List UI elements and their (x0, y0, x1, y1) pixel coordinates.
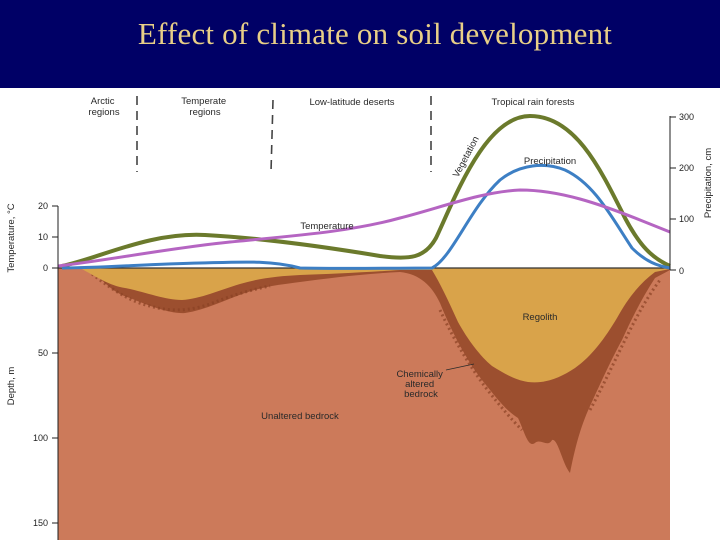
depth-axis: 50 100 150 Depth, m (6, 268, 59, 540)
region-label-arctic: Arctic regions (88, 96, 119, 118)
altered-bedrock-texture (91, 272, 662, 432)
precip-tick-0: 0 (679, 266, 684, 276)
chemically-altered-label: Chemically altered bedrock (396, 369, 445, 400)
figure-svg: Arctic regions Temperate regions Low-lat… (0, 88, 720, 540)
depth-tick-50: 50 (38, 348, 48, 358)
slide-title: Effect of climate on soil development (137, 16, 613, 51)
precipitation-axis-title: Precipitation, cm (703, 148, 714, 218)
depth-tick-100: 100 (33, 433, 48, 443)
precipitation-axis: 300 200 100 0 Precipitation, cm (669, 112, 714, 276)
precip-tick-300: 300 (679, 112, 694, 122)
precip-tick-200: 200 (679, 163, 694, 173)
temperature-axis: 20 10 0 Temperature, °C (6, 201, 59, 273)
region-label-temperate: Temperate regions (181, 96, 229, 118)
precipitation-curve (61, 163, 671, 270)
regolith-zone (58, 268, 670, 383)
vegetation-curve (61, 113, 671, 268)
regolith-label: Regolith (523, 312, 558, 323)
precipitation-label: Precipitation (524, 156, 576, 167)
altered-leader-line (445, 363, 475, 371)
unaltered-bedrock-label: Unaltered bedrock (261, 411, 339, 422)
temp-tick-20: 20 (38, 201, 48, 211)
temperature-label: Temperature (300, 221, 353, 232)
precip-tick-100: 100 (679, 214, 694, 224)
temp-tick-10: 10 (38, 232, 48, 242)
depth-tick-150: 150 (33, 518, 48, 528)
temp-tick-0: 0 (43, 263, 48, 273)
divider-temperate-deserts (270, 99, 274, 173)
climate-soil-figure: Arctic regions Temperate regions Low-lat… (0, 88, 720, 540)
depth-axis-title: Depth, m (6, 367, 17, 406)
temperature-curve (57, 188, 671, 268)
region-label-deserts: Low-latitude deserts (309, 97, 394, 108)
temperature-axis-title: Temperature, °C (6, 203, 17, 272)
region-label-tropical: Tropical rain forests (491, 97, 574, 108)
